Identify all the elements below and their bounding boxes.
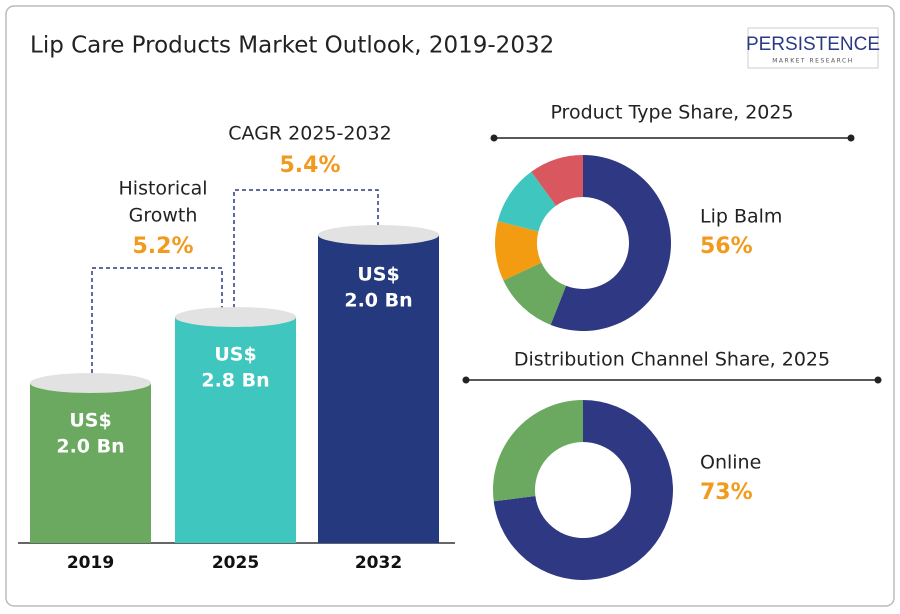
growth-rate: 5.4% (279, 153, 340, 178)
cylinder-top (30, 373, 151, 393)
highlight-name: Online (700, 452, 761, 474)
annotation: Historical (119, 178, 208, 200)
bar-prefix: US$ (214, 344, 256, 366)
bar-prefix: US$ (357, 264, 399, 286)
highlight-name: Lip Balm (700, 206, 782, 228)
bar-value: 2.0 Bn (56, 436, 124, 458)
annotation: CAGR 2025-2032 (228, 123, 391, 145)
donut-slice (503, 262, 567, 325)
dot (462, 376, 470, 384)
annotation: Growth (129, 205, 198, 227)
year-label: 2032 (355, 553, 402, 573)
donut-title: Distribution Channel Share, 2025 (514, 349, 830, 371)
bar-value: 2.0 Bn (344, 290, 412, 312)
dot (847, 134, 855, 142)
logo-box (747, 27, 879, 69)
bar-value: 2.8 Bn (201, 370, 269, 392)
cylinder (175, 317, 296, 543)
cylinder-top (175, 307, 296, 327)
connector (233, 189, 379, 308)
bar-prefix: US$ (69, 410, 111, 432)
title: Lip Care Products Market Outlook, 2019-2… (30, 33, 554, 59)
donut-slice (550, 155, 671, 331)
donut-slice (493, 400, 673, 581)
cylinder (30, 383, 151, 543)
brand-tagline: MARKET RESEARCH (772, 58, 853, 65)
donut-slice (493, 400, 583, 502)
highlight-value: 73% (700, 480, 753, 505)
donut-slice (531, 155, 583, 206)
dot (490, 134, 498, 142)
cylinder (318, 235, 439, 543)
dot (874, 376, 882, 384)
brand-name: PERSISTENCE (746, 34, 880, 55)
year-label: 2025 (212, 553, 259, 573)
donut-area (462, 134, 882, 384)
growth-rate: 5.2% (132, 234, 193, 259)
donut-slice (495, 221, 542, 281)
year-label: 2019 (67, 553, 114, 573)
cylinder-top (318, 225, 439, 245)
donut-slice (497, 171, 556, 232)
highlight-value: 56% (700, 234, 753, 259)
connector (91, 267, 223, 380)
donut-title: Product Type Share, 2025 (550, 102, 793, 124)
